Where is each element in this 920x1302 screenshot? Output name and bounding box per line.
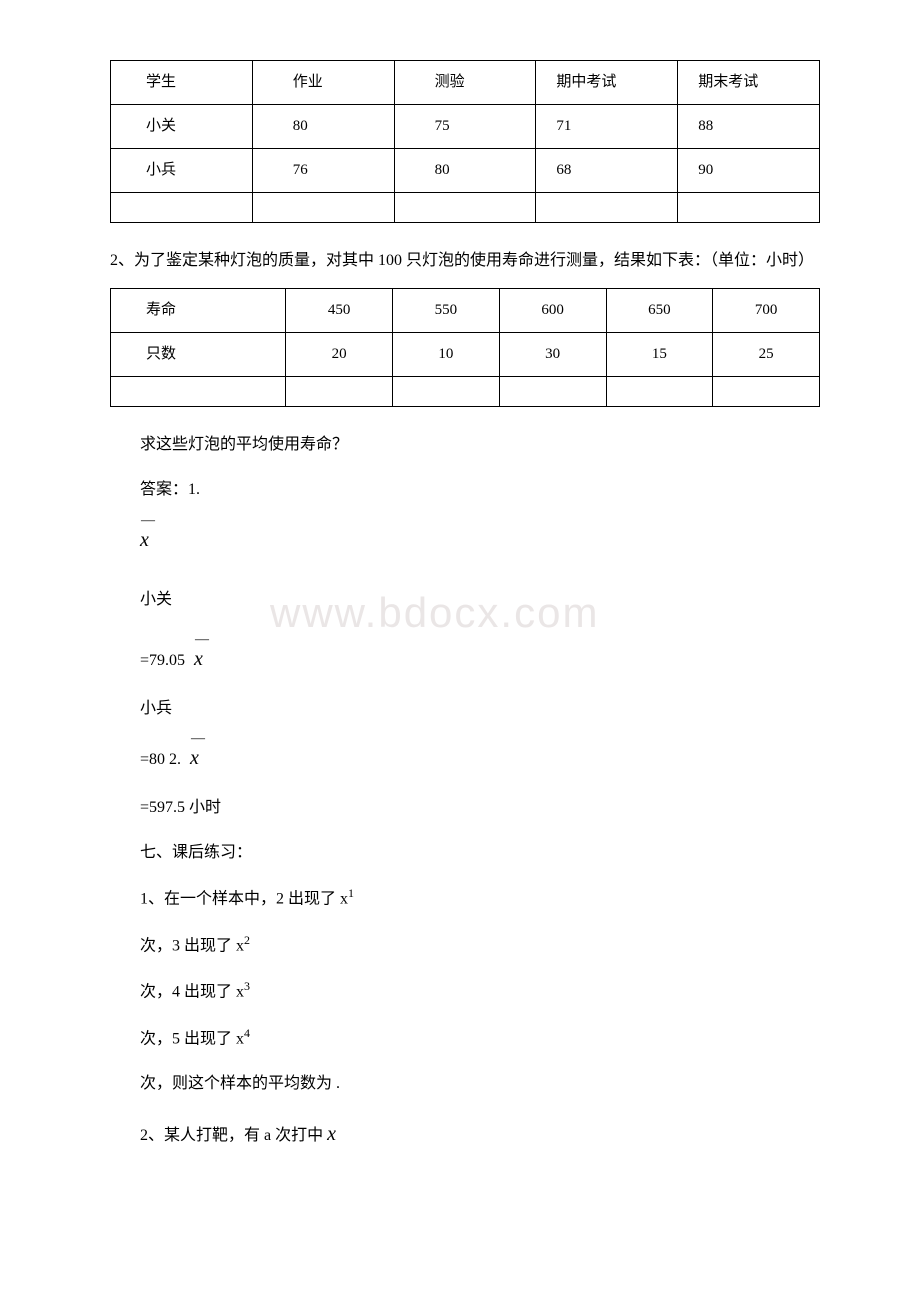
table-header: 650 bbox=[606, 289, 713, 333]
table-cell: 只数 bbox=[111, 333, 286, 377]
superscript: 4 bbox=[244, 1026, 250, 1040]
math-variable: x bbox=[140, 518, 149, 562]
label-text: 小关 bbox=[140, 591, 172, 608]
table-cell: 10 bbox=[393, 333, 500, 377]
table-cell: 小关 bbox=[111, 105, 253, 149]
superscript: 3 bbox=[244, 979, 250, 993]
table-header: 600 bbox=[499, 289, 606, 333]
table-cell bbox=[536, 193, 678, 223]
student-scores-table: 学生 作业 测验 期中考试 期末考试 小关 80 75 71 88 小兵 76 … bbox=[110, 60, 820, 223]
table-cell: 90 bbox=[678, 149, 820, 193]
table-cell: 68 bbox=[536, 149, 678, 193]
table-cell: 30 bbox=[499, 333, 606, 377]
x-bar-symbol: x bbox=[140, 518, 820, 562]
question-2-ask: 求这些灯泡的平均使用寿命？ bbox=[140, 427, 820, 462]
table-cell: 20 bbox=[286, 333, 393, 377]
ex-text: 1、在一个样本中，2 出现了 x bbox=[140, 891, 348, 908]
table-cell: 75 bbox=[394, 105, 536, 149]
table-header: 学生 bbox=[111, 61, 253, 105]
table-cell bbox=[394, 193, 536, 223]
table-header: 450 bbox=[286, 289, 393, 333]
xiaobing-label: 小兵 bbox=[140, 691, 820, 726]
table-cell: 25 bbox=[713, 333, 820, 377]
ex-text: 2、某人打靶，有 a 次打中 bbox=[140, 1127, 327, 1144]
table-cell bbox=[252, 193, 394, 223]
exercise-1-line2: 次，3 出现了 x2 bbox=[140, 927, 820, 964]
exercise-1-line3: 次，4 出现了 x3 bbox=[140, 973, 820, 1010]
table-cell bbox=[678, 193, 820, 223]
table-cell: 小兵 bbox=[111, 149, 253, 193]
table-header: 测验 bbox=[394, 61, 536, 105]
ex-text: 次，3 出现了 x bbox=[140, 937, 244, 954]
table-cell: 76 bbox=[252, 149, 394, 193]
xiaoguan-label: 小关 www.bdocx.com bbox=[140, 582, 172, 617]
eq-text: =79.05 bbox=[140, 652, 189, 669]
table-header: 期中考试 bbox=[536, 61, 678, 105]
superscript: 2 bbox=[244, 933, 250, 947]
table-cell: 71 bbox=[536, 105, 678, 149]
table-header: 700 bbox=[713, 289, 820, 333]
table-cell: 88 bbox=[678, 105, 820, 149]
ex-text: 次，4 出现了 x bbox=[140, 984, 244, 1001]
exercise-1-line1: 1、在一个样本中，2 出现了 x1 bbox=[140, 880, 820, 917]
result-2: =597.5 小时 bbox=[140, 790, 820, 825]
table-cell: 15 bbox=[606, 333, 713, 377]
table-row: 只数 20 10 30 15 25 bbox=[111, 333, 820, 377]
table-row: 寿命 450 550 600 650 700 bbox=[111, 289, 820, 333]
exercise-1-line4: 次，5 出现了 x4 bbox=[140, 1020, 820, 1057]
table-header: 作业 bbox=[252, 61, 394, 105]
section-7-title: 七、课后练习： bbox=[140, 835, 820, 870]
table-cell bbox=[606, 377, 713, 407]
table-cell: 80 bbox=[252, 105, 394, 149]
table-row: 小兵 76 80 68 90 bbox=[111, 149, 820, 193]
table-cell bbox=[111, 193, 253, 223]
table-header: 期末考试 bbox=[678, 61, 820, 105]
math-variable: x bbox=[327, 1123, 336, 1145]
exercise-2: 2、某人打靶，有 a 次打中 x bbox=[140, 1112, 820, 1156]
table-row: 小关 80 75 71 88 bbox=[111, 105, 820, 149]
table-cell bbox=[393, 377, 500, 407]
equation-2: =80 2. x bbox=[140, 736, 820, 780]
table-cell: 80 bbox=[394, 149, 536, 193]
table-row bbox=[111, 377, 820, 407]
question-2-text: 2、为了鉴定某种灯泡的质量，对其中 100 只灯泡的使用寿命进行测量，结果如下表… bbox=[110, 243, 820, 278]
table-cell bbox=[286, 377, 393, 407]
answer-label: 答案：1. bbox=[140, 472, 820, 507]
exercise-1-line5: 次，则这个样本的平均数为 . bbox=[140, 1066, 820, 1101]
ex-text: 次，5 出现了 x bbox=[140, 1030, 244, 1047]
superscript: 1 bbox=[348, 886, 354, 900]
table-row: 学生 作业 测验 期中考试 期末考试 bbox=[111, 61, 820, 105]
table-header: 寿命 bbox=[111, 289, 286, 333]
bulb-life-table: 寿命 450 550 600 650 700 只数 20 10 30 15 25 bbox=[110, 288, 820, 407]
table-cell bbox=[111, 377, 286, 407]
equation-1: =79.05 x bbox=[140, 637, 820, 681]
table-header: 550 bbox=[393, 289, 500, 333]
math-variable: x bbox=[194, 637, 203, 681]
table-cell bbox=[713, 377, 820, 407]
table-cell bbox=[499, 377, 606, 407]
eq-text: =80 2. bbox=[140, 751, 185, 768]
table-row bbox=[111, 193, 820, 223]
math-variable: x bbox=[190, 736, 199, 780]
